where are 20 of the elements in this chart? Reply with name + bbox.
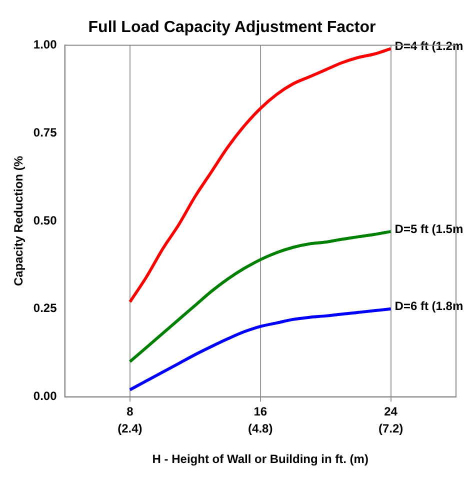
x-tick-label: 16 (254, 404, 268, 418)
y-axis-title: Capacity Reduction (% (12, 156, 26, 286)
chart-title: Full Load Capacity Adjustment Factor (88, 19, 376, 36)
series-label: D=6 ft (1.8m (394, 299, 464, 314)
x2-tick-label: (2.4) (118, 422, 142, 436)
x-tick-label: 8 (126, 404, 134, 418)
y-tick-label: 0.25 (33, 301, 58, 316)
y-tick-label: 0.50 (33, 213, 58, 228)
line-series (128, 47, 392, 304)
y-tick-label: 0.75 (33, 125, 58, 140)
x-axis-title: H - Height of Wall or Building in ft. (m) (152, 452, 368, 466)
x2-tick-label: (7.2) (378, 422, 404, 436)
y-tick-label: 1.00 (33, 38, 58, 52)
y-tick-label: 0.00 (33, 389, 58, 404)
line-series (128, 230, 392, 364)
x-tick-label: 24 (384, 404, 398, 418)
series-label: D=5 ft (1.5m (394, 222, 464, 236)
line-series (128, 307, 392, 392)
series-label: D=4 ft (1.2m (394, 39, 464, 54)
x2-tick-label: (4.8) (248, 422, 273, 436)
